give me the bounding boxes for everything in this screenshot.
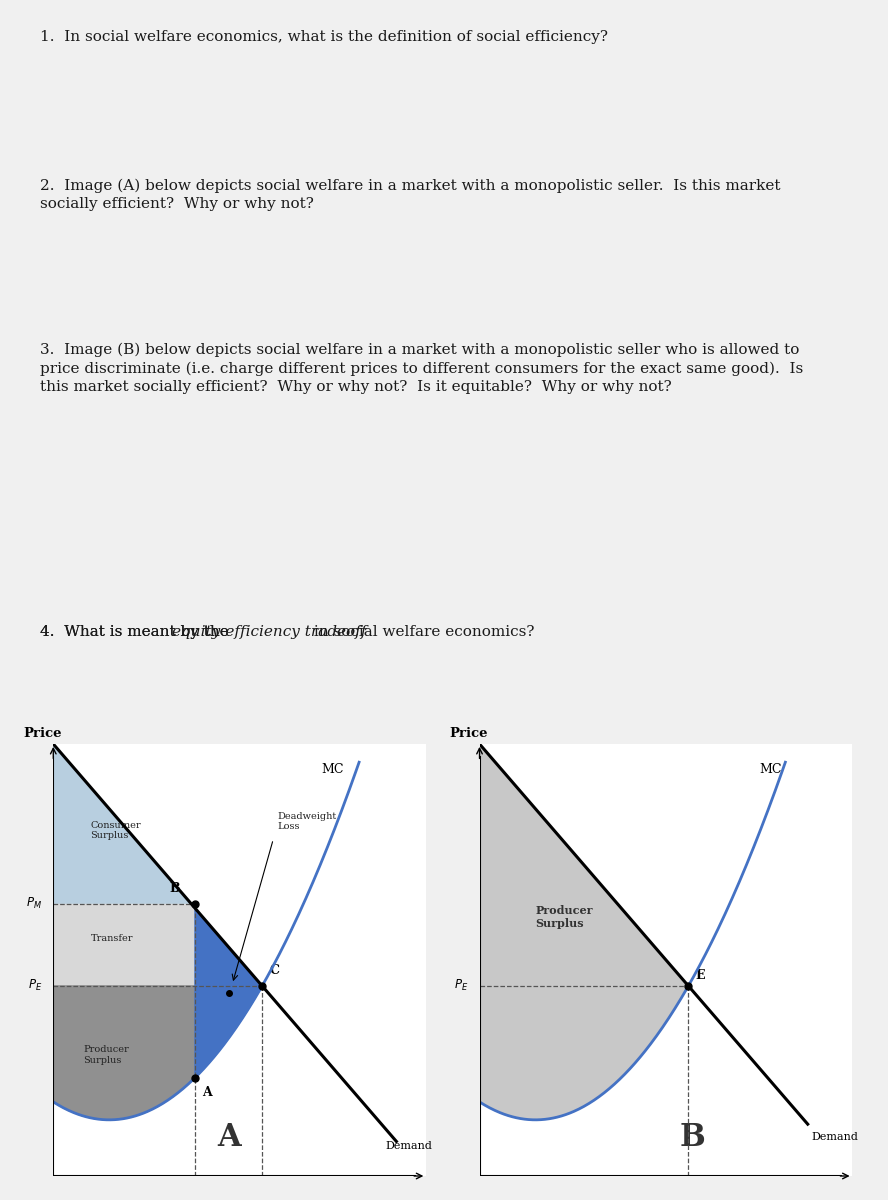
- Text: Price: Price: [23, 727, 62, 739]
- Text: A: A: [217, 1122, 241, 1153]
- Text: Deadweight
Loss: Deadweight Loss: [277, 812, 337, 832]
- Text: Price: Price: [449, 727, 488, 739]
- Text: $P_M$: $P_M$: [26, 896, 42, 911]
- Text: Producer
Surplus: Producer Surplus: [535, 905, 593, 929]
- Polygon shape: [53, 986, 195, 1120]
- Text: $P_E$: $P_E$: [454, 978, 468, 994]
- Text: E: E: [696, 968, 705, 982]
- Text: B: B: [170, 882, 180, 895]
- Text: 1.  In social welfare economics, what is the definition of social efficiency?: 1. In social welfare economics, what is …: [40, 30, 608, 43]
- Text: equity-efficiency tradeoff: equity-efficiency tradeoff: [172, 625, 367, 638]
- Polygon shape: [480, 744, 688, 1120]
- Text: A: A: [202, 1086, 212, 1099]
- Text: 4.  What is meant by the: 4. What is meant by the: [40, 625, 234, 638]
- Text: C: C: [270, 965, 280, 977]
- Text: 4.  What is meant by the: 4. What is meant by the: [40, 625, 234, 638]
- Text: Producer
Surplus: Producer Surplus: [83, 1045, 129, 1064]
- Text: Consumer
Surplus: Consumer Surplus: [91, 821, 141, 840]
- Text: in social welfare economics?: in social welfare economics?: [309, 625, 535, 638]
- Polygon shape: [195, 908, 262, 1078]
- Text: Demand: Demand: [812, 1132, 859, 1142]
- Text: MC: MC: [321, 763, 345, 776]
- Text: 3.  Image (B) below depicts social welfare in a market with a monopolistic selle: 3. Image (B) below depicts social welfar…: [40, 342, 804, 394]
- Text: 2.  Image (A) below depicts social welfare in a market with a monopolistic selle: 2. Image (A) below depicts social welfar…: [40, 179, 781, 211]
- Polygon shape: [53, 744, 195, 908]
- Text: $P_E$: $P_E$: [28, 978, 42, 994]
- Text: MC: MC: [759, 763, 781, 776]
- Text: Demand: Demand: [385, 1141, 432, 1151]
- Polygon shape: [53, 904, 195, 986]
- Text: B: B: [679, 1122, 705, 1153]
- Text: Transfer: Transfer: [91, 934, 133, 943]
